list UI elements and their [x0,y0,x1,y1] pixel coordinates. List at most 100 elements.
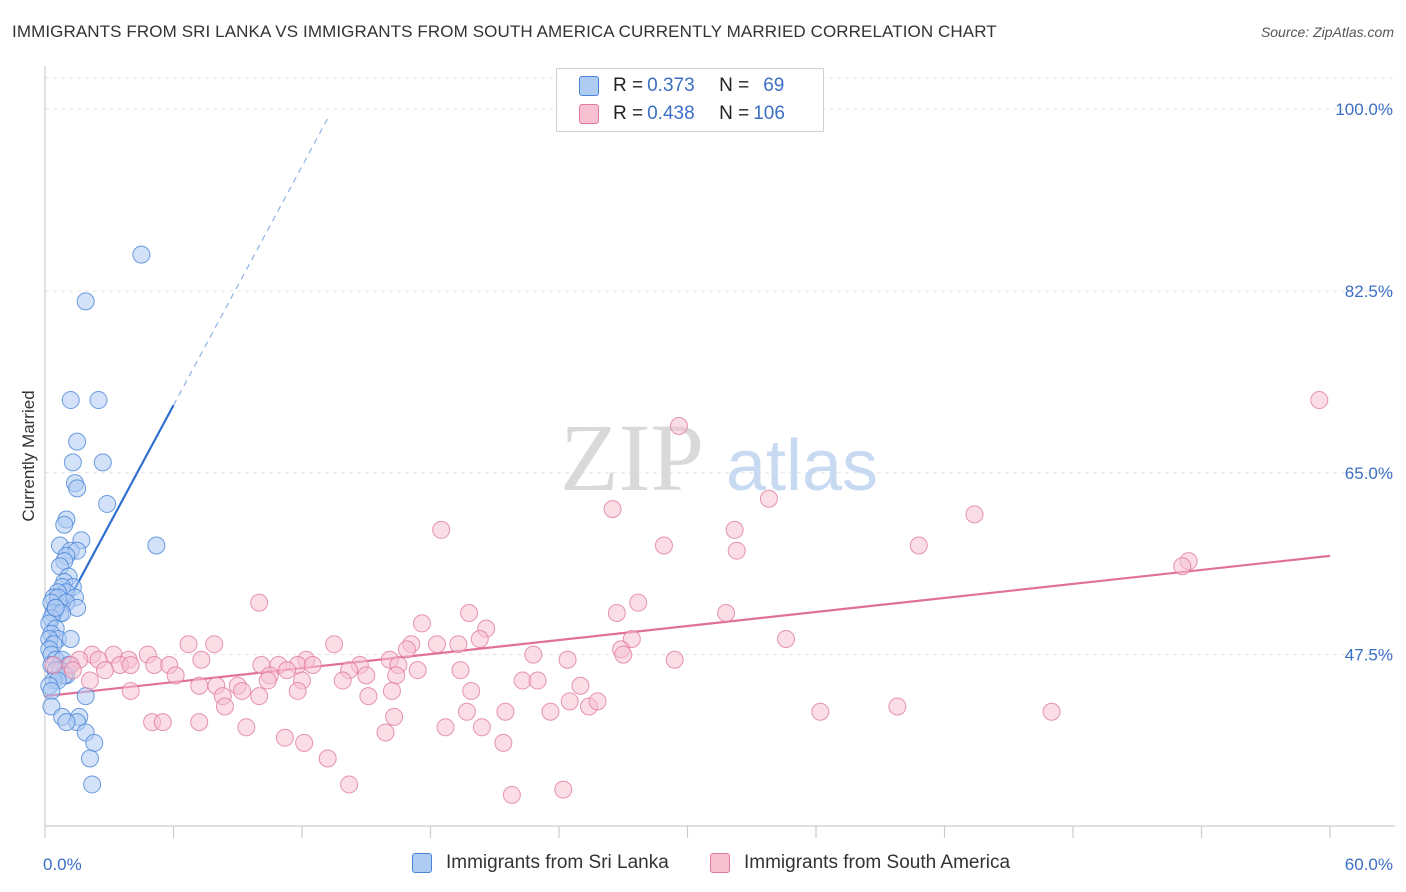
point-south-america [80,671,99,690]
point-south-america [95,661,114,680]
point-sri-lanka [42,681,61,700]
point-south-america [153,713,172,732]
legend-r-label: R = [613,103,644,124]
point-sri-lanka [98,494,117,513]
trendline-sri-lanka-extension [172,114,331,406]
point-south-america [121,681,140,700]
point-south-america [571,676,590,695]
point-south-america [541,702,560,721]
legend-row-sri-lanka: R = 0.373 N = 69 [579,73,784,99]
point-south-america [250,687,269,706]
legend-swatch-blue [579,76,599,96]
point-south-america [725,520,744,539]
point-south-america [192,650,211,669]
point-south-america [727,541,746,560]
point-south-america [359,687,378,706]
source-credit: Source: ZipAtlas.com [1260,24,1394,40]
point-south-america [288,681,307,700]
legend-row-south-america: R = 0.438 N = 106 [579,101,785,127]
point-south-america [607,604,626,623]
point-south-america [460,604,479,623]
point-south-america [250,593,269,612]
point-south-america [759,489,778,508]
point-sri-lanka [76,687,95,706]
point-sri-lanka [76,292,95,311]
point-south-america [669,417,688,436]
point-sri-lanka [89,391,108,410]
point-sri-lanka [93,453,112,472]
point-south-america [811,702,830,721]
point-south-america [397,640,416,659]
point-south-america [275,728,294,747]
point-south-america [717,604,736,623]
point-south-america [382,681,401,700]
point-south-america [462,681,481,700]
point-south-america [665,650,684,669]
bottom-legend: Immigrants from Sri Lanka Immigrants fro… [0,852,1406,878]
point-south-america [412,614,431,633]
point-south-america [215,697,234,716]
point-south-america [179,635,198,654]
point-south-america [295,733,314,752]
point-south-america [494,733,513,752]
point-south-america [472,718,491,737]
point-sri-lanka [46,598,65,617]
point-south-america [629,593,648,612]
x-tick-label: 0.0% [43,855,82,874]
point-south-america [554,780,573,799]
trendline-south-america [44,554,1331,698]
y-axis-label: Currently Married [19,390,38,521]
point-south-america [385,707,404,726]
legend: R = 0.373 N = 69 R = 0.438 N = 106 [556,68,824,132]
point-south-america [558,650,577,669]
bottom-legend-swatch-pink [710,853,730,873]
point-south-america [436,718,455,737]
point-south-america [1173,557,1192,576]
point-south-america [325,635,344,654]
point-south-america [340,775,359,794]
point-sri-lanka [83,775,102,794]
point-south-america [63,661,82,680]
point-south-america [457,702,476,721]
point-south-america [376,723,395,742]
point-south-america [190,676,209,695]
point-south-america [965,505,984,524]
point-south-america [470,630,489,648]
point-south-america [449,635,468,654]
point-south-america [166,666,185,685]
bottom-legend-label: Immigrants from Sri Lanka [446,852,669,873]
point-sri-lanka [63,453,82,472]
bottom-legend-label: Immigrants from South America [744,852,1011,873]
legend-n-value: 69 [763,75,785,96]
point-south-america [524,645,543,664]
point-south-america [654,536,673,555]
point-south-america [145,655,164,674]
point-sri-lanka [147,536,166,555]
point-south-america [1310,391,1329,410]
point-sri-lanka [55,515,74,534]
point-sri-lanka [68,432,87,451]
watermark-atlas: atlas [726,426,878,506]
legend-r-value: 0.373 [647,75,695,96]
point-south-america [233,681,252,700]
point-south-america [205,635,224,654]
point-south-america [909,536,928,555]
point-south-america [121,655,140,674]
legend-n-label: N = [719,75,750,96]
point-south-america [614,645,633,664]
point-south-america [278,661,297,680]
point-sri-lanka [57,713,76,732]
legend-n-value: 106 [753,103,785,124]
point-south-america [303,655,322,674]
point-south-america [513,671,532,690]
y-tick-label: 65.0% [1345,464,1393,483]
bottom-legend-item-sri-lanka: Immigrants from Sri Lanka [412,852,669,874]
point-south-america [190,713,209,732]
axes [44,66,1395,838]
point-sri-lanka [80,749,99,768]
watermark: ZIP atlas [560,404,878,511]
legend-r-label: R = [613,75,644,96]
point-south-america [333,671,352,690]
point-south-america [1042,702,1061,721]
